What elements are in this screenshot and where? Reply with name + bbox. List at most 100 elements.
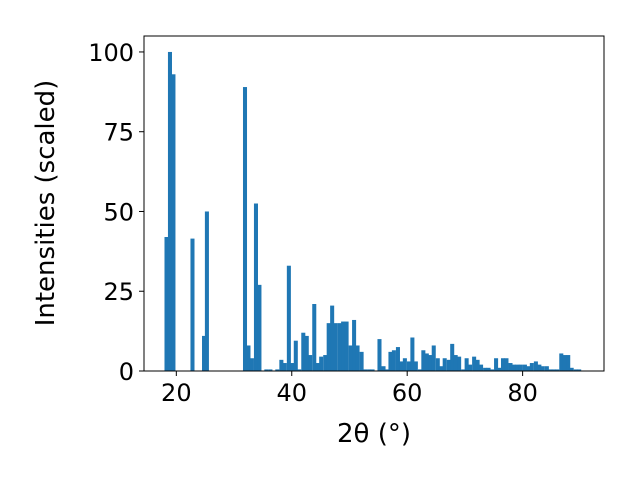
bar bbox=[204, 211, 209, 371]
x-tick-label: 40 bbox=[276, 379, 307, 407]
bar bbox=[457, 356, 462, 371]
plot-area bbox=[144, 36, 604, 371]
bar bbox=[286, 265, 291, 371]
y-tick-label: 100 bbox=[88, 39, 134, 67]
bar bbox=[566, 355, 571, 371]
bar bbox=[293, 340, 298, 371]
bar bbox=[301, 332, 306, 371]
bar bbox=[257, 284, 262, 371]
bars-group bbox=[164, 51, 582, 372]
bar bbox=[533, 361, 538, 371]
bar bbox=[402, 358, 407, 371]
bar bbox=[312, 304, 317, 371]
bar bbox=[363, 369, 368, 371]
y-tick-label: 0 bbox=[119, 358, 134, 386]
bar bbox=[522, 364, 527, 371]
bar bbox=[515, 364, 520, 371]
bar bbox=[551, 369, 556, 371]
x-tick-label: 20 bbox=[161, 379, 192, 407]
bar bbox=[384, 369, 390, 371]
bar bbox=[344, 321, 349, 371]
bar bbox=[323, 355, 328, 371]
bar bbox=[417, 369, 422, 371]
bar bbox=[282, 363, 287, 371]
bar bbox=[171, 74, 176, 372]
bar bbox=[472, 356, 477, 371]
bar bbox=[315, 363, 320, 371]
bar bbox=[577, 369, 582, 371]
bar bbox=[529, 363, 534, 371]
bar bbox=[562, 355, 567, 371]
bar bbox=[355, 345, 360, 371]
bar bbox=[504, 358, 509, 371]
bar bbox=[333, 323, 338, 371]
bar bbox=[442, 358, 447, 371]
bar bbox=[246, 345, 251, 371]
bar bbox=[388, 351, 393, 371]
bar bbox=[341, 321, 346, 371]
bar bbox=[500, 358, 506, 371]
bar bbox=[348, 345, 353, 371]
x-tick-label: 80 bbox=[507, 379, 538, 407]
bar bbox=[468, 364, 473, 371]
bar bbox=[555, 369, 560, 371]
bar bbox=[190, 238, 195, 371]
bar bbox=[508, 363, 513, 371]
bar bbox=[326, 323, 331, 371]
bar bbox=[352, 319, 357, 371]
bar bbox=[486, 367, 491, 371]
bar bbox=[511, 364, 516, 371]
bar bbox=[264, 369, 269, 371]
bar bbox=[494, 358, 499, 371]
bar bbox=[421, 350, 426, 371]
bar bbox=[413, 361, 418, 371]
bar bbox=[370, 369, 375, 371]
x-axis-label: 2θ (°) bbox=[337, 419, 411, 449]
bar bbox=[479, 364, 484, 371]
bar bbox=[483, 367, 488, 371]
bar bbox=[297, 369, 302, 371]
bar bbox=[249, 358, 254, 371]
bar bbox=[391, 350, 396, 371]
bar bbox=[537, 364, 542, 371]
y-tick-label: 25 bbox=[103, 278, 134, 306]
bar bbox=[242, 87, 248, 372]
bar bbox=[490, 369, 495, 371]
bar bbox=[167, 51, 172, 371]
bar bbox=[540, 366, 545, 371]
y-tick-label: 50 bbox=[103, 198, 134, 226]
bar bbox=[573, 369, 578, 371]
bar bbox=[395, 347, 400, 371]
bar bbox=[164, 237, 169, 371]
bar bbox=[518, 364, 523, 371]
bar bbox=[431, 345, 436, 371]
bar bbox=[359, 351, 364, 371]
y-axis: 0 25 50 75 100 bbox=[88, 39, 144, 386]
bar bbox=[308, 355, 313, 371]
bar bbox=[268, 369, 273, 371]
bar bbox=[461, 369, 466, 371]
y-tick-label: 75 bbox=[103, 119, 134, 147]
bar bbox=[475, 359, 480, 371]
bar bbox=[202, 335, 207, 371]
bar bbox=[275, 369, 280, 371]
bar bbox=[319, 356, 324, 371]
bar bbox=[253, 203, 258, 371]
bar bbox=[548, 369, 553, 371]
bar bbox=[569, 367, 574, 371]
bar bbox=[410, 337, 415, 371]
bar bbox=[428, 355, 433, 371]
bar bbox=[399, 361, 404, 371]
bar bbox=[381, 366, 386, 371]
bar bbox=[453, 355, 458, 371]
bar bbox=[464, 358, 469, 371]
bar bbox=[424, 353, 429, 371]
x-tick-label: 60 bbox=[392, 379, 423, 407]
bar bbox=[526, 366, 531, 371]
bar bbox=[377, 339, 382, 371]
x-axis: 20 40 60 80 bbox=[161, 371, 538, 407]
plot-frame bbox=[143, 35, 605, 372]
bar bbox=[406, 361, 411, 371]
bar bbox=[450, 343, 455, 371]
